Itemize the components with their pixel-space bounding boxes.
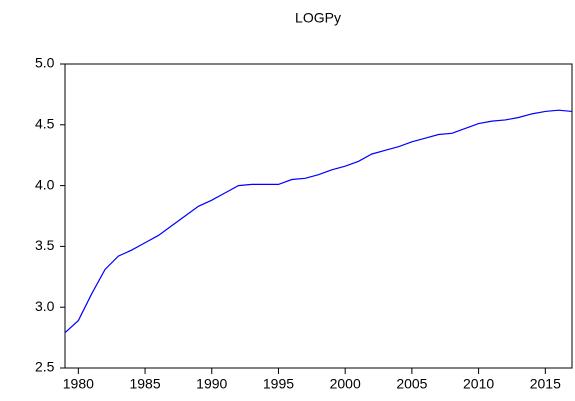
x-tick-label: 2005 xyxy=(396,376,427,392)
x-tick-label: 2010 xyxy=(463,376,494,392)
y-tick-label: 4.5 xyxy=(35,116,55,132)
y-tick-label: 4.0 xyxy=(35,176,55,192)
y-tick-label: 5.0 xyxy=(35,55,55,71)
x-tick-label: 2015 xyxy=(530,376,561,392)
x-tick-label: 1985 xyxy=(129,376,160,392)
x-tick-label: 1990 xyxy=(196,376,227,392)
x-tick-label: 1980 xyxy=(63,376,94,392)
y-tick-label: 2.5 xyxy=(35,359,55,375)
plot-frame xyxy=(64,63,573,369)
data-line xyxy=(64,109,573,334)
x-tick-label: 2000 xyxy=(330,376,361,392)
y-tick-label: 3.5 xyxy=(35,237,55,253)
y-tick-label: 3.0 xyxy=(35,298,55,314)
chart-title: LOGPy xyxy=(295,10,341,26)
x-tick-label: 1995 xyxy=(263,376,294,392)
